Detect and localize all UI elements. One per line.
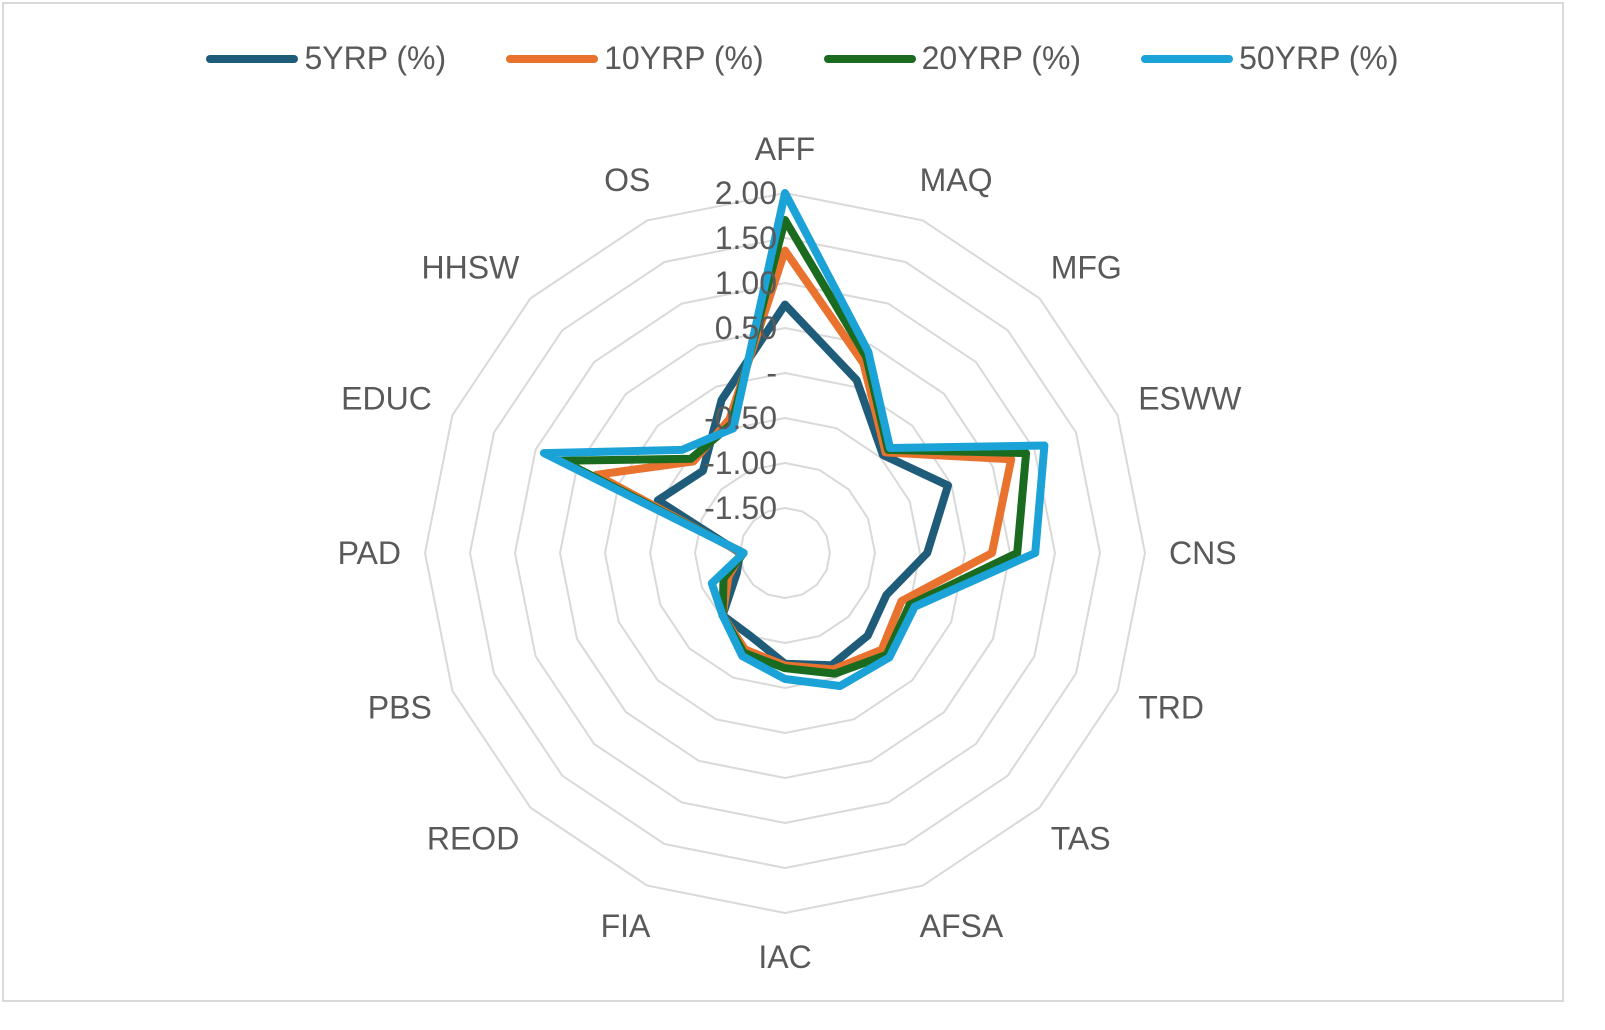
tick-label: 1.00 xyxy=(715,265,777,301)
legend-item-10yrp: 10YRP (%) xyxy=(506,40,764,77)
tick-label: -0.50 xyxy=(704,400,777,436)
tick-label: -1.00 xyxy=(704,445,777,481)
category-label-pad: PAD xyxy=(338,535,401,571)
category-label-maq: MAQ xyxy=(920,162,993,198)
legend-swatch-20yrp xyxy=(823,54,916,63)
legend-swatch-5yrp xyxy=(206,54,299,63)
category-label-pbs: PBS xyxy=(368,690,432,726)
grid-ring xyxy=(603,371,967,735)
legend: 5YRP (%) 10YRP (%) 20YRP (%) 50YRP (%) xyxy=(0,40,1605,77)
grid-ring xyxy=(558,326,1012,780)
grid-ring xyxy=(468,236,1102,870)
grid-ring xyxy=(693,461,877,645)
category-label-esww: ESWW xyxy=(1138,380,1242,416)
series-line-20yrp xyxy=(558,216,1031,678)
category-label-reod: REOD xyxy=(427,821,519,857)
legend-swatch-10yrp xyxy=(506,54,599,63)
tick-label: - xyxy=(766,355,777,391)
tick-label: -1.50 xyxy=(704,490,777,526)
legend-item-5yrp: 5YRP (%) xyxy=(206,40,446,77)
grid-ring xyxy=(423,191,1147,915)
category-label-tas: TAS xyxy=(1051,821,1111,857)
category-label-educ: EDUC xyxy=(341,380,432,416)
grid-rings xyxy=(423,191,1147,915)
category-label-iac: IAC xyxy=(758,939,811,975)
legend-item-20yrp: 20YRP (%) xyxy=(823,40,1082,77)
category-label-mfg: MFG xyxy=(1051,249,1122,285)
tick-label: 0.50 xyxy=(715,310,777,346)
category-label-aff: AFF xyxy=(755,131,815,167)
category-label-hhsw: HHSW xyxy=(422,249,521,285)
series-line-50yrp xyxy=(539,189,1049,690)
legend-label-20yrp: 20YRP (%) xyxy=(921,40,1082,76)
legend-label-50yrp: 50YRP (%) xyxy=(1239,40,1399,76)
legend-item-50yrp: 50YRP (%) xyxy=(1141,40,1399,77)
tick-label: 2.00 xyxy=(715,175,777,211)
category-label-afsa: AFSA xyxy=(920,908,1004,944)
legend-label-10yrp: 10YRP (%) xyxy=(604,40,764,76)
grid-ring xyxy=(738,506,832,600)
grid-ring xyxy=(513,281,1057,825)
grid-ring xyxy=(648,416,922,690)
category-label-trd: TRD xyxy=(1138,690,1204,726)
category-label-cns: CNS xyxy=(1169,535,1237,571)
tick-label: 1.50 xyxy=(715,220,777,256)
legend-label-5yrp: 5YRP (%) xyxy=(304,40,447,76)
legend-swatch-50yrp xyxy=(1141,54,1234,63)
category-label-fia: FIA xyxy=(601,908,651,944)
chart-frame xyxy=(2,2,1564,1002)
category-label-os: OS xyxy=(604,162,650,198)
